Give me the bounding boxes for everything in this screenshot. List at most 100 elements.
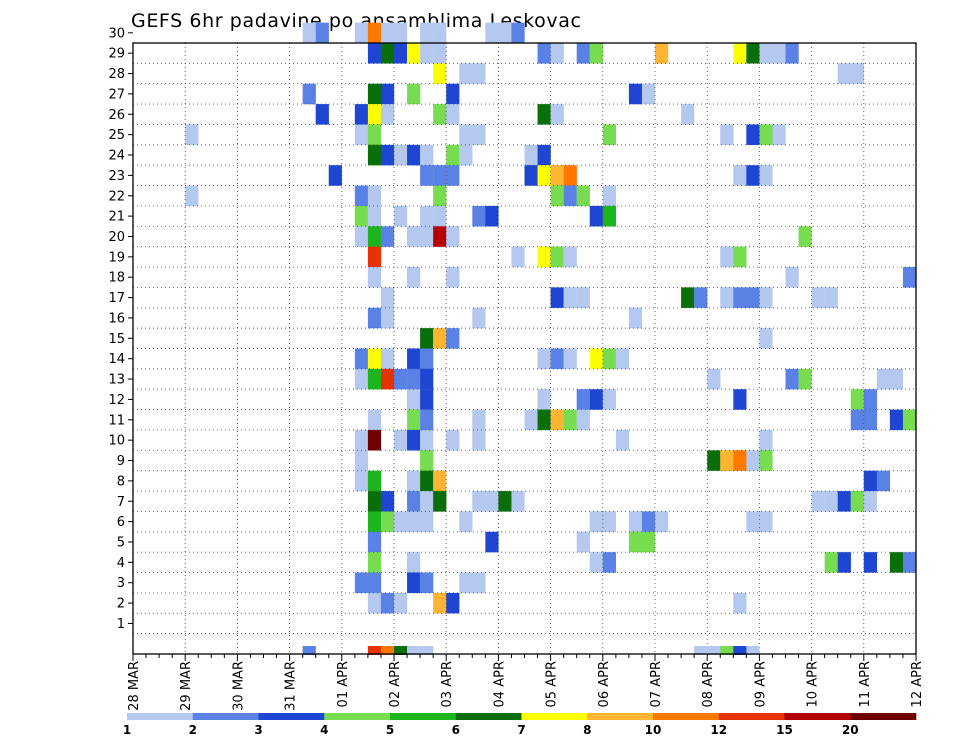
heatmap-cell bbox=[354, 22, 369, 44]
colorbar-tick-label: 2 bbox=[189, 723, 197, 737]
colorbar: 1 2 3 4 5 6 7 8 10 12 15 20 bbox=[123, 713, 917, 737]
heatmap-cell bbox=[420, 165, 434, 186]
heatmap-cell bbox=[863, 552, 877, 573]
heatmap-cell bbox=[720, 246, 734, 268]
heatmap-cell bbox=[889, 368, 904, 390]
heatmap-cell bbox=[563, 165, 577, 186]
heatmap-cell bbox=[315, 104, 329, 125]
heatmap-cell bbox=[472, 409, 486, 431]
colorbar-swatch bbox=[653, 713, 720, 720]
heatmap-cell bbox=[550, 246, 564, 268]
heatmap-cell bbox=[759, 511, 773, 532]
colorbar-swatch bbox=[127, 713, 194, 720]
heatmap-cell bbox=[433, 185, 447, 207]
colorbar-tick-label: 4 bbox=[320, 723, 328, 737]
heatmap-cell bbox=[615, 348, 630, 370]
heatmap-cell bbox=[472, 572, 486, 594]
heatmap-cell bbox=[380, 511, 395, 532]
colorbar-tick-label: 15 bbox=[776, 723, 793, 737]
heatmap-cell bbox=[407, 572, 421, 594]
heatmap-cell bbox=[367, 185, 382, 207]
heatmap-cell bbox=[537, 165, 551, 186]
heatmap-cell bbox=[302, 22, 316, 44]
heatmap-cell bbox=[328, 165, 342, 186]
heatmap-cell bbox=[380, 226, 395, 247]
heatmap-cell bbox=[589, 205, 603, 227]
heatmap-cell bbox=[681, 104, 695, 125]
heatmap-cell bbox=[420, 226, 434, 247]
colorbar-tick-label: 20 bbox=[842, 723, 859, 737]
edge-cell bbox=[746, 646, 760, 655]
y-tick-label: 14 bbox=[108, 352, 125, 367]
heatmap-cell bbox=[354, 470, 369, 492]
heatmap-cell bbox=[407, 511, 421, 532]
heatmap-cell bbox=[380, 43, 395, 64]
heatmap-cell bbox=[380, 104, 395, 125]
heatmap-cell bbox=[524, 165, 538, 186]
heatmap-cell bbox=[863, 409, 877, 431]
heatmap-cell bbox=[655, 511, 669, 532]
y-tick-label: 9 bbox=[117, 454, 125, 469]
heatmap-cell bbox=[367, 470, 382, 492]
heatmap-cell bbox=[772, 43, 786, 64]
heatmap-cell bbox=[563, 185, 577, 207]
colorbar-swatch bbox=[521, 713, 588, 720]
heatmap-cell bbox=[628, 531, 643, 553]
edge-cell bbox=[380, 646, 395, 655]
colorbar-tick-label: 5 bbox=[386, 723, 394, 737]
y-tick-label: 30 bbox=[108, 26, 125, 41]
x-axis: 28 MAR 29 MAR 30 MAR 31 MAR 01 APR 02 APR 03 A… bbox=[127, 654, 925, 711]
heatmap-cell bbox=[446, 165, 460, 186]
heatmap-cell bbox=[367, 552, 382, 573]
colorbar-tick-label: 7 bbox=[517, 723, 525, 737]
heatmap-cell bbox=[524, 409, 538, 431]
heatmap-cell bbox=[602, 552, 616, 573]
heatmap-cell bbox=[407, 43, 421, 64]
heatmap-cell bbox=[446, 328, 460, 349]
dotted-gridlines bbox=[133, 43, 916, 654]
heatmap-cell bbox=[367, 144, 382, 166]
heatmap-cell bbox=[407, 409, 421, 431]
x-tick-label: 08 APR bbox=[701, 661, 716, 707]
heatmap-cell bbox=[902, 267, 917, 288]
heatmap-cell bbox=[354, 429, 369, 451]
heatmap-cell bbox=[746, 287, 760, 308]
heatmap-cell bbox=[446, 226, 460, 247]
heatmap-cell bbox=[433, 104, 447, 125]
heatmap-cell bbox=[367, 511, 382, 532]
heatmap-cell bbox=[446, 429, 460, 451]
y-tick-label: 16 bbox=[108, 311, 125, 326]
heatmap-cell bbox=[420, 368, 434, 390]
heatmap-cell bbox=[550, 185, 564, 207]
x-tick-label: 01 APR bbox=[336, 661, 351, 707]
heatmap-cell bbox=[498, 491, 512, 512]
heatmap-cell bbox=[315, 22, 329, 44]
heatmap-cell bbox=[394, 43, 408, 64]
heatmap-cell bbox=[420, 389, 434, 410]
heatmap-cell bbox=[576, 531, 590, 553]
heatmap-cell bbox=[472, 429, 486, 451]
heatmap-cell bbox=[420, 43, 434, 64]
edge-cell bbox=[407, 646, 421, 655]
heatmap-cell bbox=[394, 22, 408, 44]
heatmap-cell bbox=[550, 43, 564, 64]
heatmap-cell bbox=[563, 409, 577, 431]
colorbar-tick-label: 8 bbox=[583, 723, 591, 737]
edge-cell bbox=[394, 646, 408, 655]
heatmap-cell bbox=[863, 389, 877, 410]
heatmap-cell bbox=[511, 246, 525, 268]
heatmap-cell bbox=[433, 205, 447, 227]
heatmap-cell bbox=[446, 592, 460, 614]
heatmap-cell bbox=[367, 307, 382, 329]
heatmap-cell bbox=[446, 144, 460, 166]
heatmap-cell bbox=[354, 368, 369, 390]
y-tick-label: 10 bbox=[108, 434, 125, 449]
x-tick-label: 07 APR bbox=[649, 661, 664, 707]
colorbar-swatch bbox=[390, 713, 457, 720]
heatmap-cell bbox=[576, 43, 590, 64]
heatmap-cell bbox=[433, 22, 447, 44]
heatmap-cell bbox=[733, 389, 747, 410]
y-tick-label: 19 bbox=[108, 250, 125, 265]
heatmap-cell bbox=[850, 409, 864, 431]
heatmap-cell bbox=[302, 83, 316, 105]
